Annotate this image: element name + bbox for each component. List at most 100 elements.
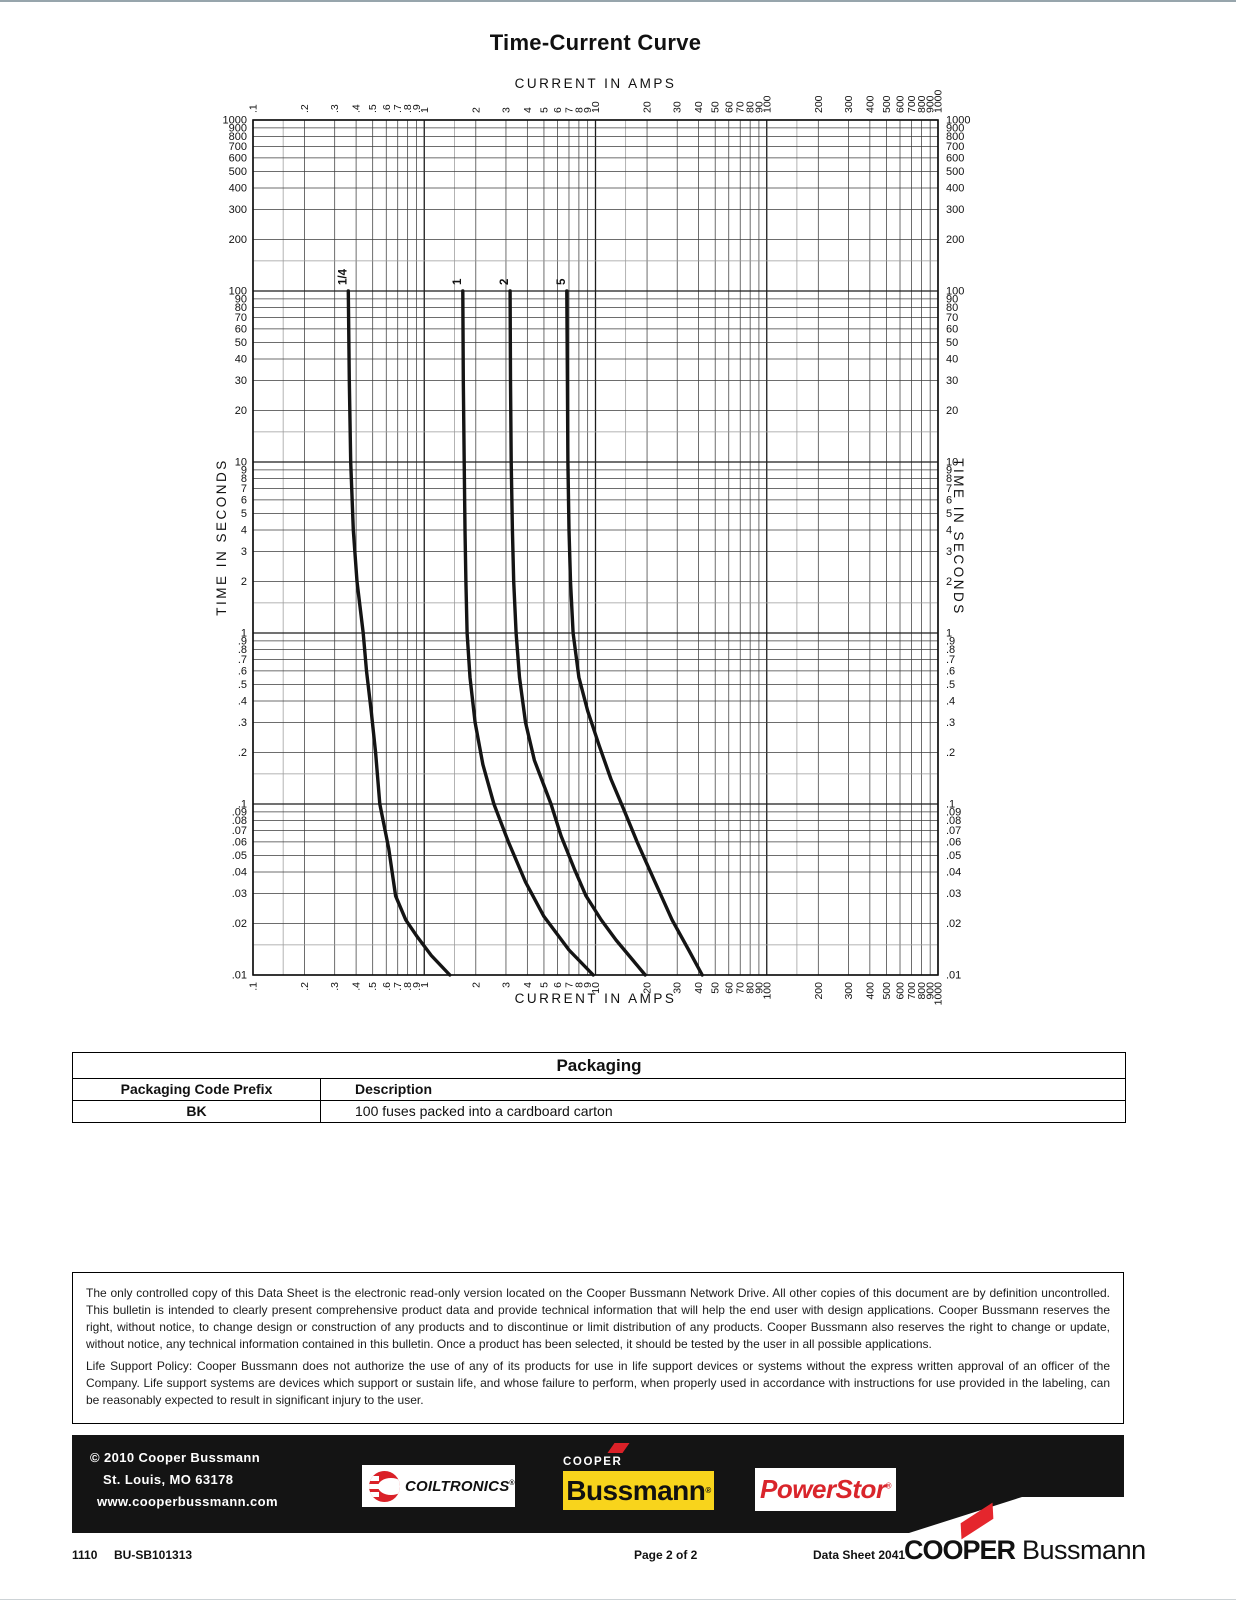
- svg-text:.08: .08: [946, 815, 961, 827]
- column-header-prefix: Packaging Code Prefix: [73, 1079, 321, 1101]
- svg-text:.2: .2: [299, 104, 311, 113]
- website-line: www.cooperbussmann.com: [97, 1494, 278, 1509]
- svg-text:300: 300: [229, 204, 247, 216]
- svg-text:.8: .8: [402, 104, 414, 113]
- curve-2: [508, 289, 647, 977]
- svg-text:200: 200: [229, 234, 247, 246]
- svg-text:5: 5: [538, 107, 550, 113]
- svg-text:.08: .08: [232, 815, 247, 827]
- svg-text:5: 5: [946, 508, 952, 520]
- svg-text:.7: .7: [946, 654, 955, 666]
- cooper-flag-icon: [607, 1443, 630, 1453]
- svg-text:400: 400: [864, 95, 876, 113]
- svg-text:7: 7: [946, 483, 952, 495]
- svg-text:40: 40: [693, 982, 705, 994]
- svg-text:50: 50: [710, 982, 722, 994]
- svg-text:.2: .2: [238, 747, 247, 759]
- svg-text:TIME IN SECONDS: TIME IN SECONDS: [951, 458, 966, 616]
- powerstor-logo: PowerStor®: [755, 1468, 896, 1511]
- svg-text:.9: .9: [411, 104, 423, 113]
- svg-text:3: 3: [946, 546, 952, 558]
- registered-mark: ®: [509, 1479, 515, 1487]
- svg-text:.07: .07: [232, 825, 247, 837]
- svg-text:.02: .02: [232, 918, 247, 930]
- svg-text:40: 40: [235, 354, 247, 366]
- svg-text:70: 70: [235, 312, 247, 324]
- coiltronics-swirl-icon: [369, 1470, 400, 1502]
- svg-text:60: 60: [946, 323, 958, 335]
- svg-text:.8: .8: [238, 644, 247, 656]
- svg-text:.1: .1: [248, 982, 260, 991]
- svg-text:100: 100: [946, 286, 964, 298]
- svg-text:50: 50: [235, 337, 247, 349]
- svg-text:.4: .4: [351, 104, 363, 113]
- svg-text:1: 1: [946, 628, 952, 640]
- svg-text:.3: .3: [329, 104, 341, 113]
- svg-text:1: 1: [419, 107, 431, 113]
- svg-text:90: 90: [753, 982, 765, 994]
- curve-rating-label: 1/4: [337, 268, 349, 285]
- svg-text:300: 300: [843, 982, 855, 1000]
- svg-text:90: 90: [946, 293, 958, 305]
- svg-text:1000: 1000: [223, 115, 247, 127]
- datasheet-number: Data Sheet 2041: [813, 1548, 906, 1562]
- svg-text:.03: .03: [232, 888, 247, 900]
- svg-text:400: 400: [946, 183, 964, 195]
- svg-text:.1: .1: [238, 799, 247, 811]
- svg-text:.4: .4: [351, 982, 363, 991]
- page-title: Time-Current Curve: [489, 30, 702, 55]
- svg-text:.2: .2: [299, 982, 311, 991]
- svg-text:500: 500: [881, 95, 893, 113]
- cell-packaging-description: 100 fuses packed into a cardboard carton: [355, 1103, 613, 1119]
- svg-text:10: 10: [590, 982, 602, 994]
- time-current-chart: .1.1.2.2.3.3.4.4.5.5.6.6.7.7.8.8.9.91122…: [214, 76, 970, 1006]
- svg-text:300: 300: [843, 95, 855, 113]
- svg-text:1000: 1000: [933, 89, 945, 113]
- svg-text:700: 700: [906, 982, 918, 1000]
- svg-text:10: 10: [235, 457, 247, 469]
- svg-text:7: 7: [241, 483, 247, 495]
- cooper-bussmann-wordmark: COOPER Bussmann: [904, 1535, 1146, 1565]
- company-address-block: © 2010 Cooper Bussmann St. Louis, MO 631…: [90, 1447, 278, 1513]
- svg-text:8: 8: [573, 982, 585, 988]
- curve-1-4: [346, 289, 452, 977]
- svg-text:90: 90: [753, 101, 765, 113]
- svg-text:8: 8: [946, 473, 952, 485]
- column-header-description: Description: [321, 1079, 1125, 1101]
- svg-text:100: 100: [229, 286, 247, 298]
- svg-text:60: 60: [723, 101, 735, 113]
- svg-text:4: 4: [522, 982, 534, 988]
- svg-text:100: 100: [761, 982, 773, 1000]
- footer-doc-code: 1110: [72, 1548, 98, 1562]
- cooper-wordmark-small: COOPER: [563, 1456, 623, 1468]
- svg-text:500: 500: [946, 166, 964, 178]
- curve-rating-label: 2: [499, 279, 511, 285]
- cell-packaging-code: BK: [73, 1101, 321, 1122]
- bussmann-logo: COOPER Bussmann ®: [563, 1443, 714, 1510]
- svg-text:50: 50: [946, 337, 958, 349]
- svg-text:900: 900: [946, 122, 964, 134]
- svg-text:.9: .9: [238, 635, 247, 647]
- svg-text:600: 600: [895, 95, 907, 113]
- svg-text:4: 4: [241, 525, 247, 537]
- svg-text:2: 2: [946, 576, 952, 588]
- svg-text:.09: .09: [232, 806, 247, 818]
- packaging-table: Packaging Packaging Code Prefix Descript…: [72, 1052, 1126, 1123]
- svg-text:.3: .3: [329, 982, 341, 991]
- svg-text:1: 1: [241, 628, 247, 640]
- svg-text:400: 400: [229, 183, 247, 195]
- svg-text:9: 9: [582, 107, 594, 113]
- svg-text:800: 800: [916, 982, 928, 1000]
- svg-text:.8: .8: [946, 644, 955, 656]
- svg-text:10: 10: [946, 457, 958, 469]
- svg-text:800: 800: [946, 131, 964, 143]
- svg-text:900: 900: [925, 982, 937, 1000]
- svg-text:.4: .4: [946, 696, 955, 708]
- svg-text:5: 5: [241, 508, 247, 520]
- svg-text:4: 4: [946, 525, 952, 537]
- svg-text:3: 3: [500, 982, 512, 988]
- svg-text:80: 80: [745, 101, 757, 113]
- curve-rating-label: 1: [452, 278, 464, 285]
- svg-text:TIME IN SECONDS: TIME IN SECONDS: [214, 458, 229, 616]
- svg-text:1000: 1000: [946, 115, 970, 127]
